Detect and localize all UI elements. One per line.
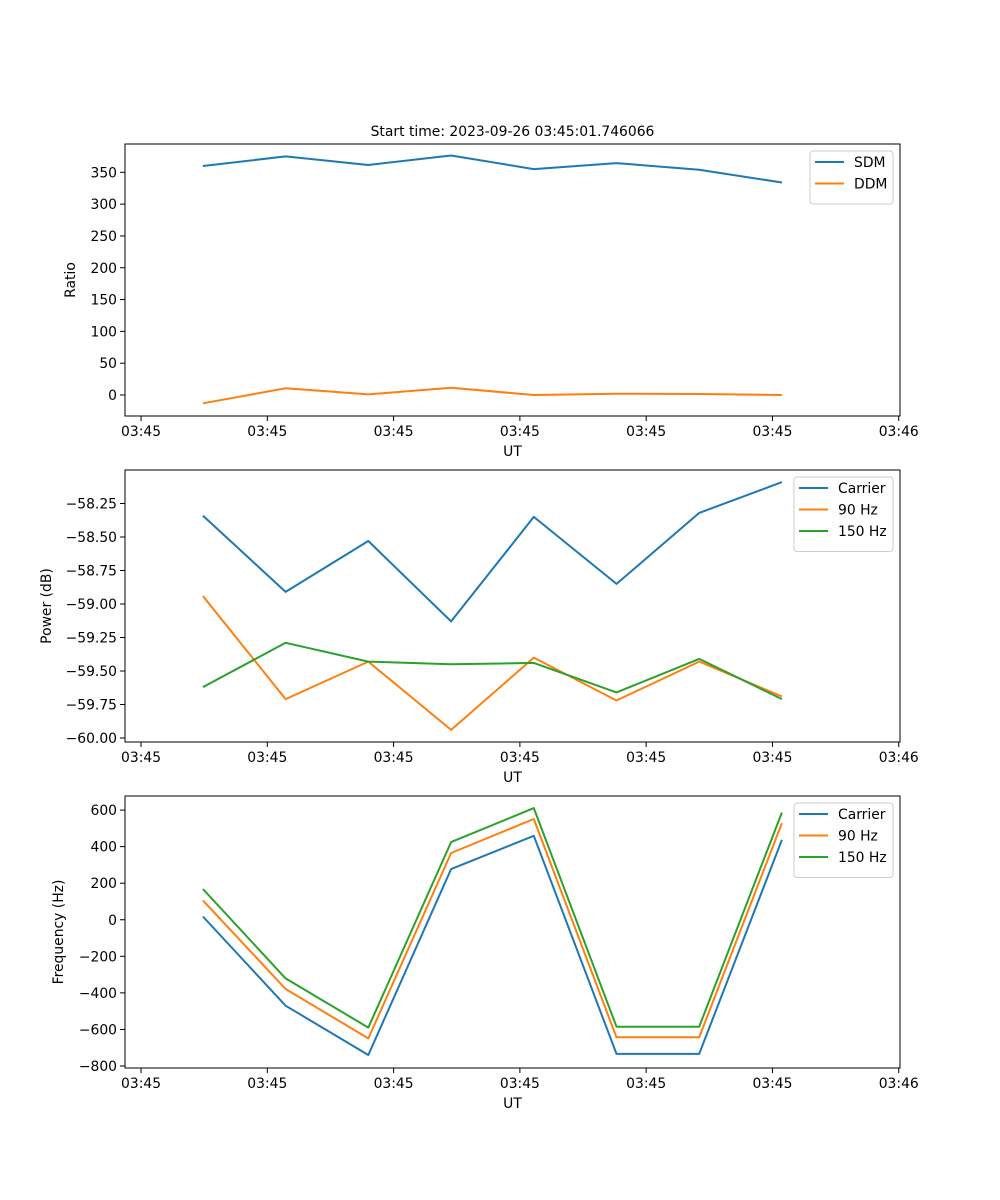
y-axis-label: Frequency (Hz) — [51, 880, 67, 985]
axes-frame — [124, 469, 901, 743]
x-axis-label: UT — [503, 770, 522, 786]
x-tick-label: 03:45 — [247, 750, 287, 766]
y-tick-label: −59.75 — [66, 697, 117, 713]
y-tick-label: 0 — [108, 388, 117, 404]
x-tick-label: 03:45 — [752, 1076, 792, 1092]
subplot-1: 03:45 03:45 03:45 03:45 03:45 03:45 03:46 UT 0 50… — [63, 143, 919, 460]
y-tick-label: −58.75 — [66, 563, 117, 579]
legend-label: Carrier — [838, 481, 886, 497]
legend: Carrier 90 Hz 150 Hz — [793, 802, 894, 878]
y-tick-label: 200 — [90, 261, 117, 277]
x-tick-label: 03:45 — [247, 424, 287, 440]
series-line-90-hz — [202, 595, 783, 731]
x-tick-label: 03:45 — [626, 424, 666, 440]
legend-box — [793, 476, 894, 552]
x-tick-label: 03:45 — [500, 750, 540, 766]
series-line-150-hz — [202, 807, 783, 1029]
x-tick-label: 03:45 — [626, 750, 666, 766]
x-tick-label: 03:45 — [247, 1076, 287, 1092]
y-tick-label: 200 — [90, 876, 117, 892]
x-tick-label: 03:45 — [626, 1076, 666, 1092]
y-tick-label: 100 — [90, 324, 117, 340]
x-axis-label: UT — [503, 1096, 522, 1112]
x-tick-label: 03:45 — [752, 750, 792, 766]
subplot-2: 03:45 03:45 03:45 03:45 03:45 03:45 03:46 UT −60… — [39, 469, 919, 786]
legend-label: SDM — [854, 155, 886, 171]
y-axis-label: Power (dB) — [39, 568, 55, 644]
series-line-carrier — [202, 481, 783, 623]
y-tick-label: −58.25 — [66, 496, 117, 512]
legend: Carrier 90 Hz 150 Hz — [793, 476, 894, 552]
y-tick-label: 250 — [90, 229, 117, 245]
series-line-sdm — [202, 154, 783, 184]
legend-label: 150 Hz — [838, 850, 887, 866]
y-tick-label: 0 — [108, 913, 117, 929]
legend-label: 90 Hz — [838, 503, 878, 519]
x-tick-label: 03:45 — [752, 424, 792, 440]
subplot-3: 03:45 03:45 03:45 03:45 03:45 03:45 03:46 UT −80… — [51, 795, 919, 1112]
x-tick-label: 03:45 — [374, 750, 414, 766]
series-line-carrier — [202, 834, 783, 1056]
legend-label: 90 Hz — [838, 829, 878, 845]
y-tick-label: 150 — [90, 293, 117, 309]
x-tick-label: 03:45 — [121, 1076, 161, 1092]
chart-title: Start time: 2023-09-26 03:45:01.746066 — [371, 124, 655, 140]
series-line-90-hz — [202, 818, 783, 1040]
x-tick-label: 03:45 — [500, 1076, 540, 1092]
y-tick-label: 600 — [90, 803, 117, 819]
y-tick-label: −60.00 — [66, 731, 117, 747]
x-tick-label: 03:45 — [500, 424, 540, 440]
y-tick-label: 50 — [99, 356, 117, 372]
y-tick-label: −400 — [79, 986, 117, 1002]
y-tick-label: 400 — [90, 840, 117, 856]
y-tick-label: −59.25 — [66, 630, 117, 646]
series-line-ddm — [202, 386, 782, 405]
y-tick-label: −800 — [79, 1059, 117, 1075]
y-tick-label: −600 — [79, 1022, 117, 1038]
y-tick-label: 300 — [90, 197, 117, 213]
legend: SDM DDM — [809, 150, 894, 205]
axes-frame — [124, 143, 901, 417]
legend-label: 150 Hz — [838, 524, 887, 540]
series-line-150-hz — [202, 641, 783, 700]
x-tick-label: 03:45 — [374, 424, 414, 440]
y-tick-label: 350 — [90, 165, 117, 181]
y-axis-label: Ratio — [63, 262, 79, 298]
x-axis-label: UT — [503, 444, 522, 460]
legend-box — [809, 150, 894, 205]
x-tick-label: 03:45 — [121, 750, 161, 766]
legend-label: DDM — [854, 177, 887, 193]
y-tick-label: −59.50 — [66, 664, 117, 680]
x-tick-label: 03:46 — [879, 1076, 919, 1092]
axes-frame — [124, 795, 901, 1069]
y-tick-label: −59.00 — [66, 597, 117, 613]
x-tick-label: 03:45 — [121, 424, 161, 440]
legend-box — [793, 802, 894, 878]
x-tick-label: 03:46 — [879, 424, 919, 440]
x-tick-label: 03:46 — [879, 750, 919, 766]
x-tick-label: 03:45 — [374, 1076, 414, 1092]
y-tick-label: −200 — [79, 949, 117, 965]
legend-label: Carrier — [838, 807, 886, 823]
y-tick-label: −58.50 — [66, 530, 117, 546]
